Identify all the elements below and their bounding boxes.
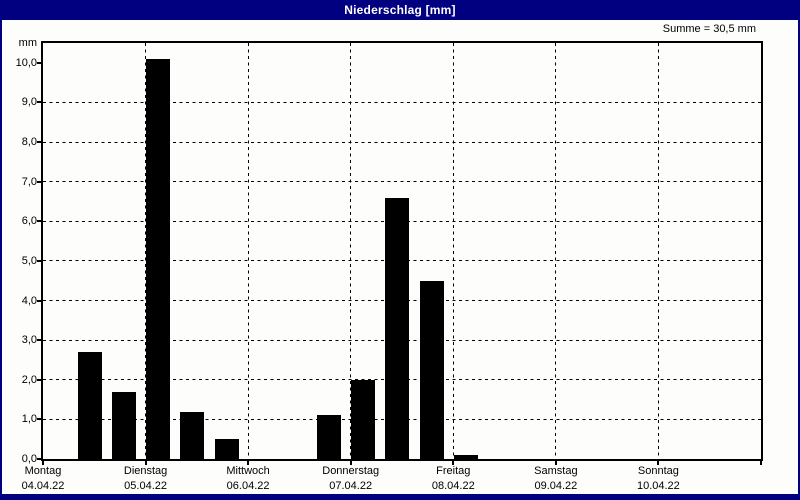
y-tick-label: 2,0 [21, 373, 37, 386]
v-gridline [555, 43, 557, 459]
day-name-label: Mittwoch [226, 465, 270, 477]
day-name-label: Montag [24, 465, 62, 477]
bar [77, 352, 102, 459]
bar [180, 411, 205, 459]
y-axis-tick [37, 180, 41, 183]
day-date-label: 05.04.22 [124, 480, 168, 492]
x-day-label: Dienstag 05.04.22 [124, 464, 167, 494]
x-axis-tick [42, 461, 44, 465]
day-date-label: 08.04.22 [431, 480, 475, 492]
h-gridline [43, 101, 761, 103]
x-axis-tick [657, 461, 660, 465]
chart-canvas: Summe = 30,5 mm mm 0,0 1,0 2,0 3,0 4,0 5,0 6,0… [2, 20, 798, 494]
x-axis-tick [247, 461, 250, 465]
x-day-label: Donnerstag 07.04.22 [322, 464, 379, 494]
v-gridline [247, 43, 249, 459]
v-gridline [657, 43, 659, 459]
y-axis-tick [37, 61, 41, 64]
y-axis-tick [37, 339, 41, 342]
y-tick-label: 0,0 [21, 453, 37, 465]
x-day-label: Samstag 09.04.22 [534, 464, 577, 494]
bar [214, 439, 239, 459]
y-axis-tick [37, 378, 41, 381]
bar [111, 391, 136, 459]
bar [351, 379, 376, 459]
x-axis-tick [349, 461, 352, 465]
y-axis-unit-label: mm [18, 37, 37, 49]
x-axis-tick [452, 461, 455, 465]
y-tick-label: 8,0 [21, 136, 37, 148]
day-name-label: Samstag [534, 465, 578, 477]
y-axis-tick [37, 101, 41, 104]
y-tick-label: 3,0 [21, 334, 37, 347]
y-tick-label: 7,0 [21, 175, 37, 188]
y-axis-tick [37, 299, 41, 302]
y-tick-label: 6,0 [21, 215, 37, 228]
bar [453, 455, 478, 459]
x-day-label: Freitag 08.04.22 [432, 464, 475, 494]
v-gridline [145, 43, 147, 459]
day-name-label: Dienstag [123, 465, 168, 477]
day-name-label: Donnerstag [322, 465, 380, 477]
bar [317, 415, 341, 459]
day-date-label: 10.04.22 [636, 480, 680, 492]
x-axis-tick [760, 461, 762, 465]
x-axis-tick [554, 461, 557, 465]
day-date-label: 09.04.22 [534, 480, 578, 492]
y-axis-tick [37, 220, 41, 223]
y-tick-label: 10,0 [15, 56, 37, 69]
x-axis-tick [144, 461, 147, 465]
window-title: Niederschlag [mm] [344, 3, 456, 17]
x-day-label: Sonntag 10.04.22 [637, 464, 680, 494]
v-gridline [350, 43, 352, 459]
bar [385, 197, 410, 459]
h-gridline [43, 141, 761, 143]
sum-annotation: Summe = 30,5 mm [662, 23, 756, 35]
y-tick-label: 5,0 [21, 254, 37, 267]
x-day-label: Montag 04.04.22 [22, 464, 65, 494]
x-day-label: Mittwoch 06.04.22 [226, 464, 269, 494]
day-date-label: 04.04.22 [21, 480, 65, 492]
y-tick-label: 1,0 [21, 413, 37, 426]
y-axis-tick [37, 458, 41, 460]
day-date-label: 06.04.22 [226, 480, 270, 492]
y-axis-tick [37, 141, 41, 143]
bar [419, 280, 444, 459]
y-axis-tick [37, 259, 41, 262]
day-name-label: Sonntag [637, 465, 679, 477]
y-tick-label: 4,0 [21, 294, 37, 307]
day-date-label: 07.04.22 [329, 480, 373, 492]
bar [146, 58, 171, 459]
y-axis-tick [37, 418, 41, 421]
v-gridline [452, 43, 454, 459]
plot-area [41, 41, 763, 461]
y-tick-label: 9,0 [21, 96, 37, 109]
day-name-label: Freitag [436, 465, 471, 477]
window-title-bar[interactable]: Niederschlag [mm] [2, 0, 798, 20]
h-gridline [43, 181, 761, 183]
